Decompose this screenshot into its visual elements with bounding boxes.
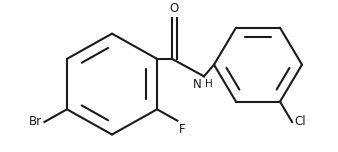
Text: O: O xyxy=(169,2,178,15)
Text: Br: Br xyxy=(29,115,43,128)
Text: F: F xyxy=(179,123,186,136)
Text: Cl: Cl xyxy=(294,116,306,128)
Text: H: H xyxy=(205,79,213,89)
Text: N: N xyxy=(193,78,202,91)
